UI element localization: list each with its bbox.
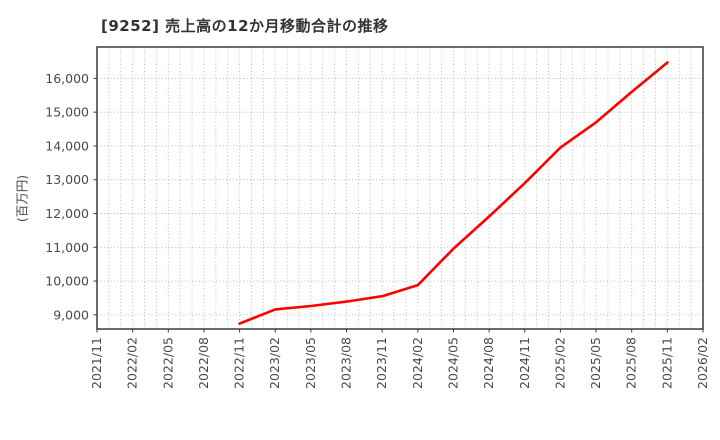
x-tick-label: 2025/08 — [624, 337, 639, 389]
y-tick-label: 11,000 — [45, 240, 89, 255]
x-tick-label: 2023/05 — [303, 337, 318, 389]
y-tick-label: 16,000 — [45, 71, 89, 86]
x-tick-label: 2025/02 — [552, 337, 567, 389]
y-tick-label: 9,000 — [53, 307, 89, 322]
series-line — [238, 61, 669, 325]
x-tick-label: 2026/02 — [695, 337, 710, 389]
x-tick-label: 2025/05 — [588, 337, 603, 389]
x-tick-label: 2021/11 — [89, 337, 104, 389]
x-tick-label: 2025/11 — [659, 337, 674, 389]
x-tick-label: 2023/02 — [267, 337, 282, 389]
x-tick-label: 2022/02 — [125, 337, 140, 389]
x-tick-label: 2022/11 — [232, 337, 247, 389]
x-tick-label: 2022/08 — [196, 337, 211, 389]
x-tick-label: 2024/05 — [445, 337, 460, 389]
y-tick-label: 13,000 — [45, 172, 89, 187]
x-tick-label: 2024/02 — [410, 337, 425, 389]
x-tick-label: 2024/08 — [481, 337, 496, 389]
chart-title: [9252] 売上高の12か月移動合計の推移 — [101, 17, 389, 35]
x-tick-label: 2024/11 — [517, 337, 532, 389]
x-tick-label: 2023/11 — [374, 337, 389, 389]
y-tick-label: 15,000 — [45, 105, 89, 120]
y-tick-label: 12,000 — [45, 206, 89, 221]
x-tick-label: 2023/08 — [339, 337, 354, 389]
y-tick-label: 10,000 — [45, 274, 89, 289]
plot-border — [96, 46, 704, 330]
y-tick-label: 14,000 — [45, 138, 89, 153]
x-tick-label: 2022/05 — [160, 337, 175, 389]
